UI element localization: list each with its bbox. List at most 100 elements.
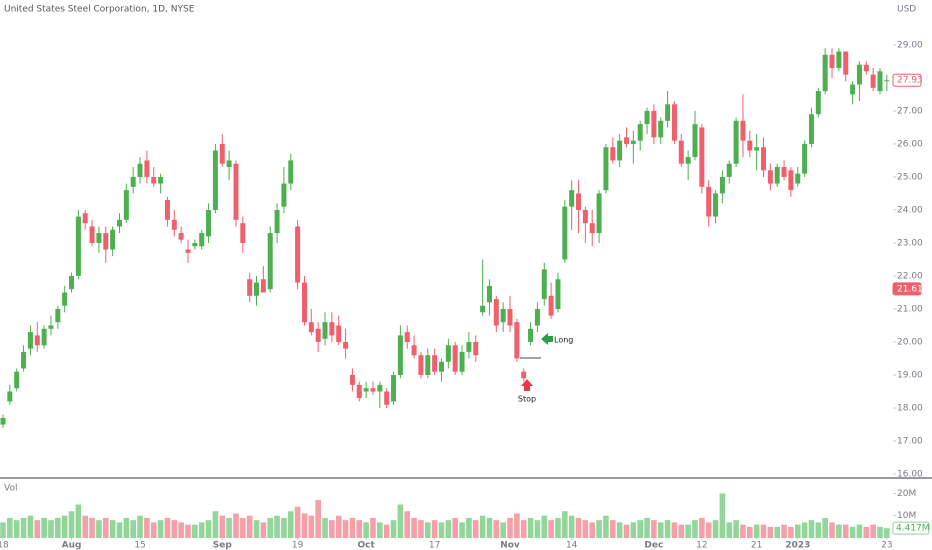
volume-bar xyxy=(534,520,541,538)
volume-bar xyxy=(760,524,767,538)
volume-bar xyxy=(157,520,164,538)
x-tick-label: 12 xyxy=(696,541,707,550)
volume-bar xyxy=(609,520,616,538)
volume-bar xyxy=(116,522,123,538)
candle-body xyxy=(651,110,657,138)
volume-bar xyxy=(514,513,520,538)
volume-bar xyxy=(253,520,260,538)
volume-bar xyxy=(212,511,219,538)
candle-body xyxy=(541,269,547,300)
candle-body xyxy=(884,80,890,82)
volume-bar xyxy=(836,524,842,538)
volume-tag: 4.417M xyxy=(896,524,930,534)
candle-body xyxy=(706,186,712,217)
candle-body xyxy=(507,308,513,326)
volume-bar xyxy=(20,517,27,538)
volume-bar xyxy=(294,506,301,538)
candle-body xyxy=(151,176,157,184)
volume-bar xyxy=(801,522,808,538)
volume-bar xyxy=(48,520,54,538)
volume-bar xyxy=(411,517,417,538)
volume-bar xyxy=(418,520,424,538)
candle-body xyxy=(795,173,801,184)
candle-body xyxy=(486,285,492,303)
candle-body xyxy=(829,54,835,69)
volume-bar xyxy=(287,511,294,538)
candle-body xyxy=(500,308,506,323)
candle-body xyxy=(356,384,362,399)
candle-body xyxy=(774,167,780,184)
price-tag-box xyxy=(892,73,922,87)
candle-body xyxy=(856,64,862,85)
candle-body xyxy=(329,322,335,336)
volume-bar xyxy=(870,524,876,538)
candle-body xyxy=(788,170,794,191)
candle-body xyxy=(247,279,253,296)
long-arrow xyxy=(541,333,553,345)
vol-tick-label: 20M xyxy=(897,489,916,499)
candle-body xyxy=(452,345,458,372)
candle-body xyxy=(692,124,698,158)
candle-body xyxy=(0,417,6,425)
x-tick-label: 15 xyxy=(134,541,145,550)
y-tick-label: 18.00 xyxy=(897,404,923,414)
x-tick-label: 19 xyxy=(292,541,304,550)
candle-body xyxy=(822,54,828,92)
candle-body xyxy=(699,127,705,187)
candle-body xyxy=(863,64,869,72)
candle-body xyxy=(726,163,732,177)
volume-bar xyxy=(130,520,136,538)
volume-bar xyxy=(788,526,794,538)
candle-body xyxy=(850,84,856,95)
x-tick-label: 23 xyxy=(881,541,892,550)
candle-body xyxy=(411,345,417,356)
candle-body xyxy=(377,384,383,392)
candle-body xyxy=(75,216,81,276)
volume-bar xyxy=(794,524,801,538)
candle-body xyxy=(808,114,814,144)
y-tick-label: 21.00 xyxy=(897,304,923,314)
volume-bar xyxy=(842,524,849,538)
candle-body xyxy=(576,193,582,210)
candle-body xyxy=(308,322,314,333)
candle-body xyxy=(432,355,438,372)
volume-bar xyxy=(562,511,568,538)
volume-bar xyxy=(466,517,472,538)
volume-bar xyxy=(678,524,685,538)
candle-body xyxy=(349,375,355,385)
volume-bar xyxy=(267,517,274,538)
volume-bar xyxy=(719,493,726,538)
volume-bar xyxy=(329,520,335,538)
volume-bar xyxy=(342,520,349,538)
y-tick-label: 27.00 xyxy=(897,106,923,116)
candle-body xyxy=(260,279,266,293)
candle-body xyxy=(630,140,636,144)
volume-bar xyxy=(699,517,705,538)
candle-body xyxy=(62,292,68,306)
x-tick-label: Sep xyxy=(213,541,233,550)
volume-bar xyxy=(198,522,205,538)
candle-body xyxy=(569,190,575,207)
volume-bar xyxy=(644,517,650,538)
candle-body xyxy=(322,322,328,339)
candle-body xyxy=(27,332,33,349)
volume-bar xyxy=(438,522,445,538)
volume-bar xyxy=(301,513,308,538)
candle-body xyxy=(288,160,294,184)
volume-bar xyxy=(548,520,554,538)
candle-body xyxy=(761,147,767,171)
candle-body xyxy=(802,143,808,174)
y-tick-label: 20.00 xyxy=(897,337,923,347)
long-label: Long xyxy=(554,336,573,345)
candle-body xyxy=(240,223,246,243)
volume-bar xyxy=(246,515,253,538)
candle-body xyxy=(836,51,842,69)
volume-bar xyxy=(692,520,698,538)
volume-bar xyxy=(171,520,178,538)
candle-body xyxy=(466,341,472,352)
volume-bar xyxy=(459,522,465,538)
volume-bar xyxy=(150,522,157,538)
volume-bar xyxy=(493,520,500,538)
candle-body xyxy=(617,140,623,161)
